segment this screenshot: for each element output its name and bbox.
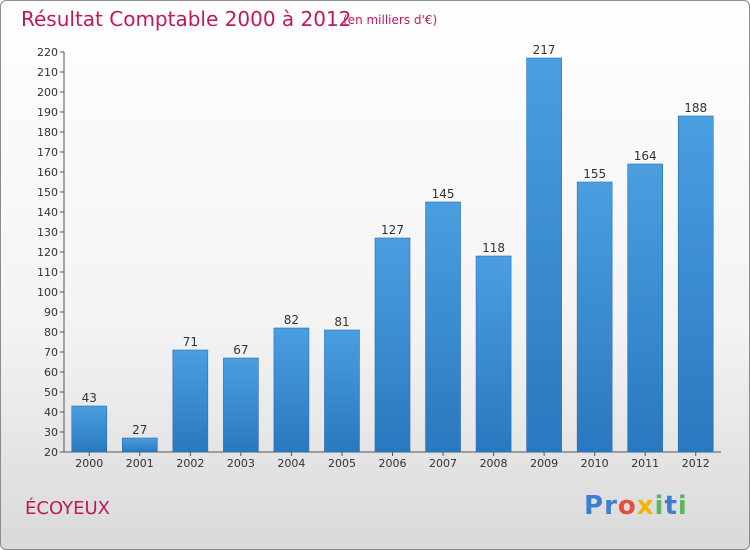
value-label-2003: 67 — [233, 343, 248, 357]
value-label-2011: 164 — [634, 149, 657, 163]
value-label-2012: 188 — [684, 101, 707, 115]
proxiti-logo: Proxiti — [584, 491, 688, 521]
bar-2006 — [374, 237, 411, 453]
x-tick-label-2008: 2008 — [480, 457, 508, 470]
value-label-2002: 71 — [183, 335, 198, 349]
x-tick-label-2004: 2004 — [277, 457, 305, 470]
x-tick-label-2000: 2000 — [75, 457, 103, 470]
value-label-2009: 217 — [533, 43, 556, 57]
x-tick-label-2012: 2012 — [682, 457, 710, 470]
bar-2001 — [122, 437, 158, 453]
bar-2003 — [223, 357, 259, 453]
commune-name: ÉCOYEUX — [25, 498, 110, 519]
bar-2009 — [526, 57, 562, 453]
value-label-2008: 118 — [482, 241, 505, 255]
logo-letter: x — [636, 491, 655, 521]
y-tick-label: 220 — [37, 46, 58, 59]
y-tick-label: 30 — [44, 426, 58, 439]
logo-letter: i — [654, 491, 665, 521]
y-tick-label: 90 — [44, 306, 58, 319]
bar-2010 — [576, 181, 613, 453]
value-label-2010: 155 — [583, 167, 606, 181]
bar-2000 — [71, 405, 108, 453]
x-tick-label-2006: 2006 — [379, 457, 407, 470]
y-tick-label: 140 — [37, 206, 58, 219]
y-tick-label: 200 — [37, 86, 58, 99]
bar-2005 — [324, 329, 360, 453]
y-tick-label: 190 — [37, 106, 58, 119]
chart-subtitle: (en milliers d'€) — [343, 13, 438, 27]
y-tick-label: 80 — [44, 326, 58, 339]
bar-2012 — [677, 115, 714, 453]
y-tick-label: 150 — [37, 186, 58, 199]
x-tick-label-2002: 2002 — [176, 457, 204, 470]
y-tick-label: 180 — [37, 126, 58, 139]
x-tick-label-2011: 2011 — [631, 457, 659, 470]
y-tick-label: 70 — [44, 346, 58, 359]
logo-letter: r — [604, 491, 618, 521]
bar-2007 — [425, 201, 461, 453]
y-tick-label: 170 — [37, 146, 58, 159]
logo-letter: i — [677, 491, 688, 521]
x-tick-label-2009: 2009 — [530, 457, 558, 470]
x-tick-label-2010: 2010 — [581, 457, 609, 470]
bar-2002 — [172, 349, 209, 453]
y-tick-label: 210 — [37, 66, 58, 79]
y-tick-label: 100 — [37, 286, 58, 299]
value-label-2006: 127 — [381, 223, 404, 237]
bar-2008 — [475, 255, 512, 453]
x-tick-label-2001: 2001 — [126, 457, 154, 470]
x-tick-label-2003: 2003 — [227, 457, 255, 470]
y-tick-label: 60 — [44, 366, 58, 379]
chart-title: Résultat Comptable 2000 à 2012 — [21, 7, 352, 31]
value-label-2005: 81 — [334, 315, 349, 329]
y-tick-label: 160 — [37, 166, 58, 179]
value-label-2004: 82 — [284, 313, 299, 327]
y-tick-label: 120 — [37, 246, 58, 259]
logo-letter: P — [584, 491, 605, 521]
y-tick-label: 130 — [37, 226, 58, 239]
bar-2004 — [273, 327, 310, 453]
value-label-2000: 43 — [82, 391, 97, 405]
y-tick-label: 20 — [44, 446, 58, 459]
logo-letter: o — [617, 491, 637, 521]
bar-2011 — [627, 163, 663, 453]
value-label-2001: 27 — [132, 423, 147, 437]
y-tick-label: 50 — [44, 386, 58, 399]
logo-letter: t — [664, 491, 678, 521]
x-tick-label-2005: 2005 — [328, 457, 356, 470]
y-tick-label: 110 — [37, 266, 58, 279]
x-tick-label-2007: 2007 — [429, 457, 457, 470]
value-label-2007: 145 — [432, 187, 455, 201]
y-tick-label: 40 — [44, 406, 58, 419]
